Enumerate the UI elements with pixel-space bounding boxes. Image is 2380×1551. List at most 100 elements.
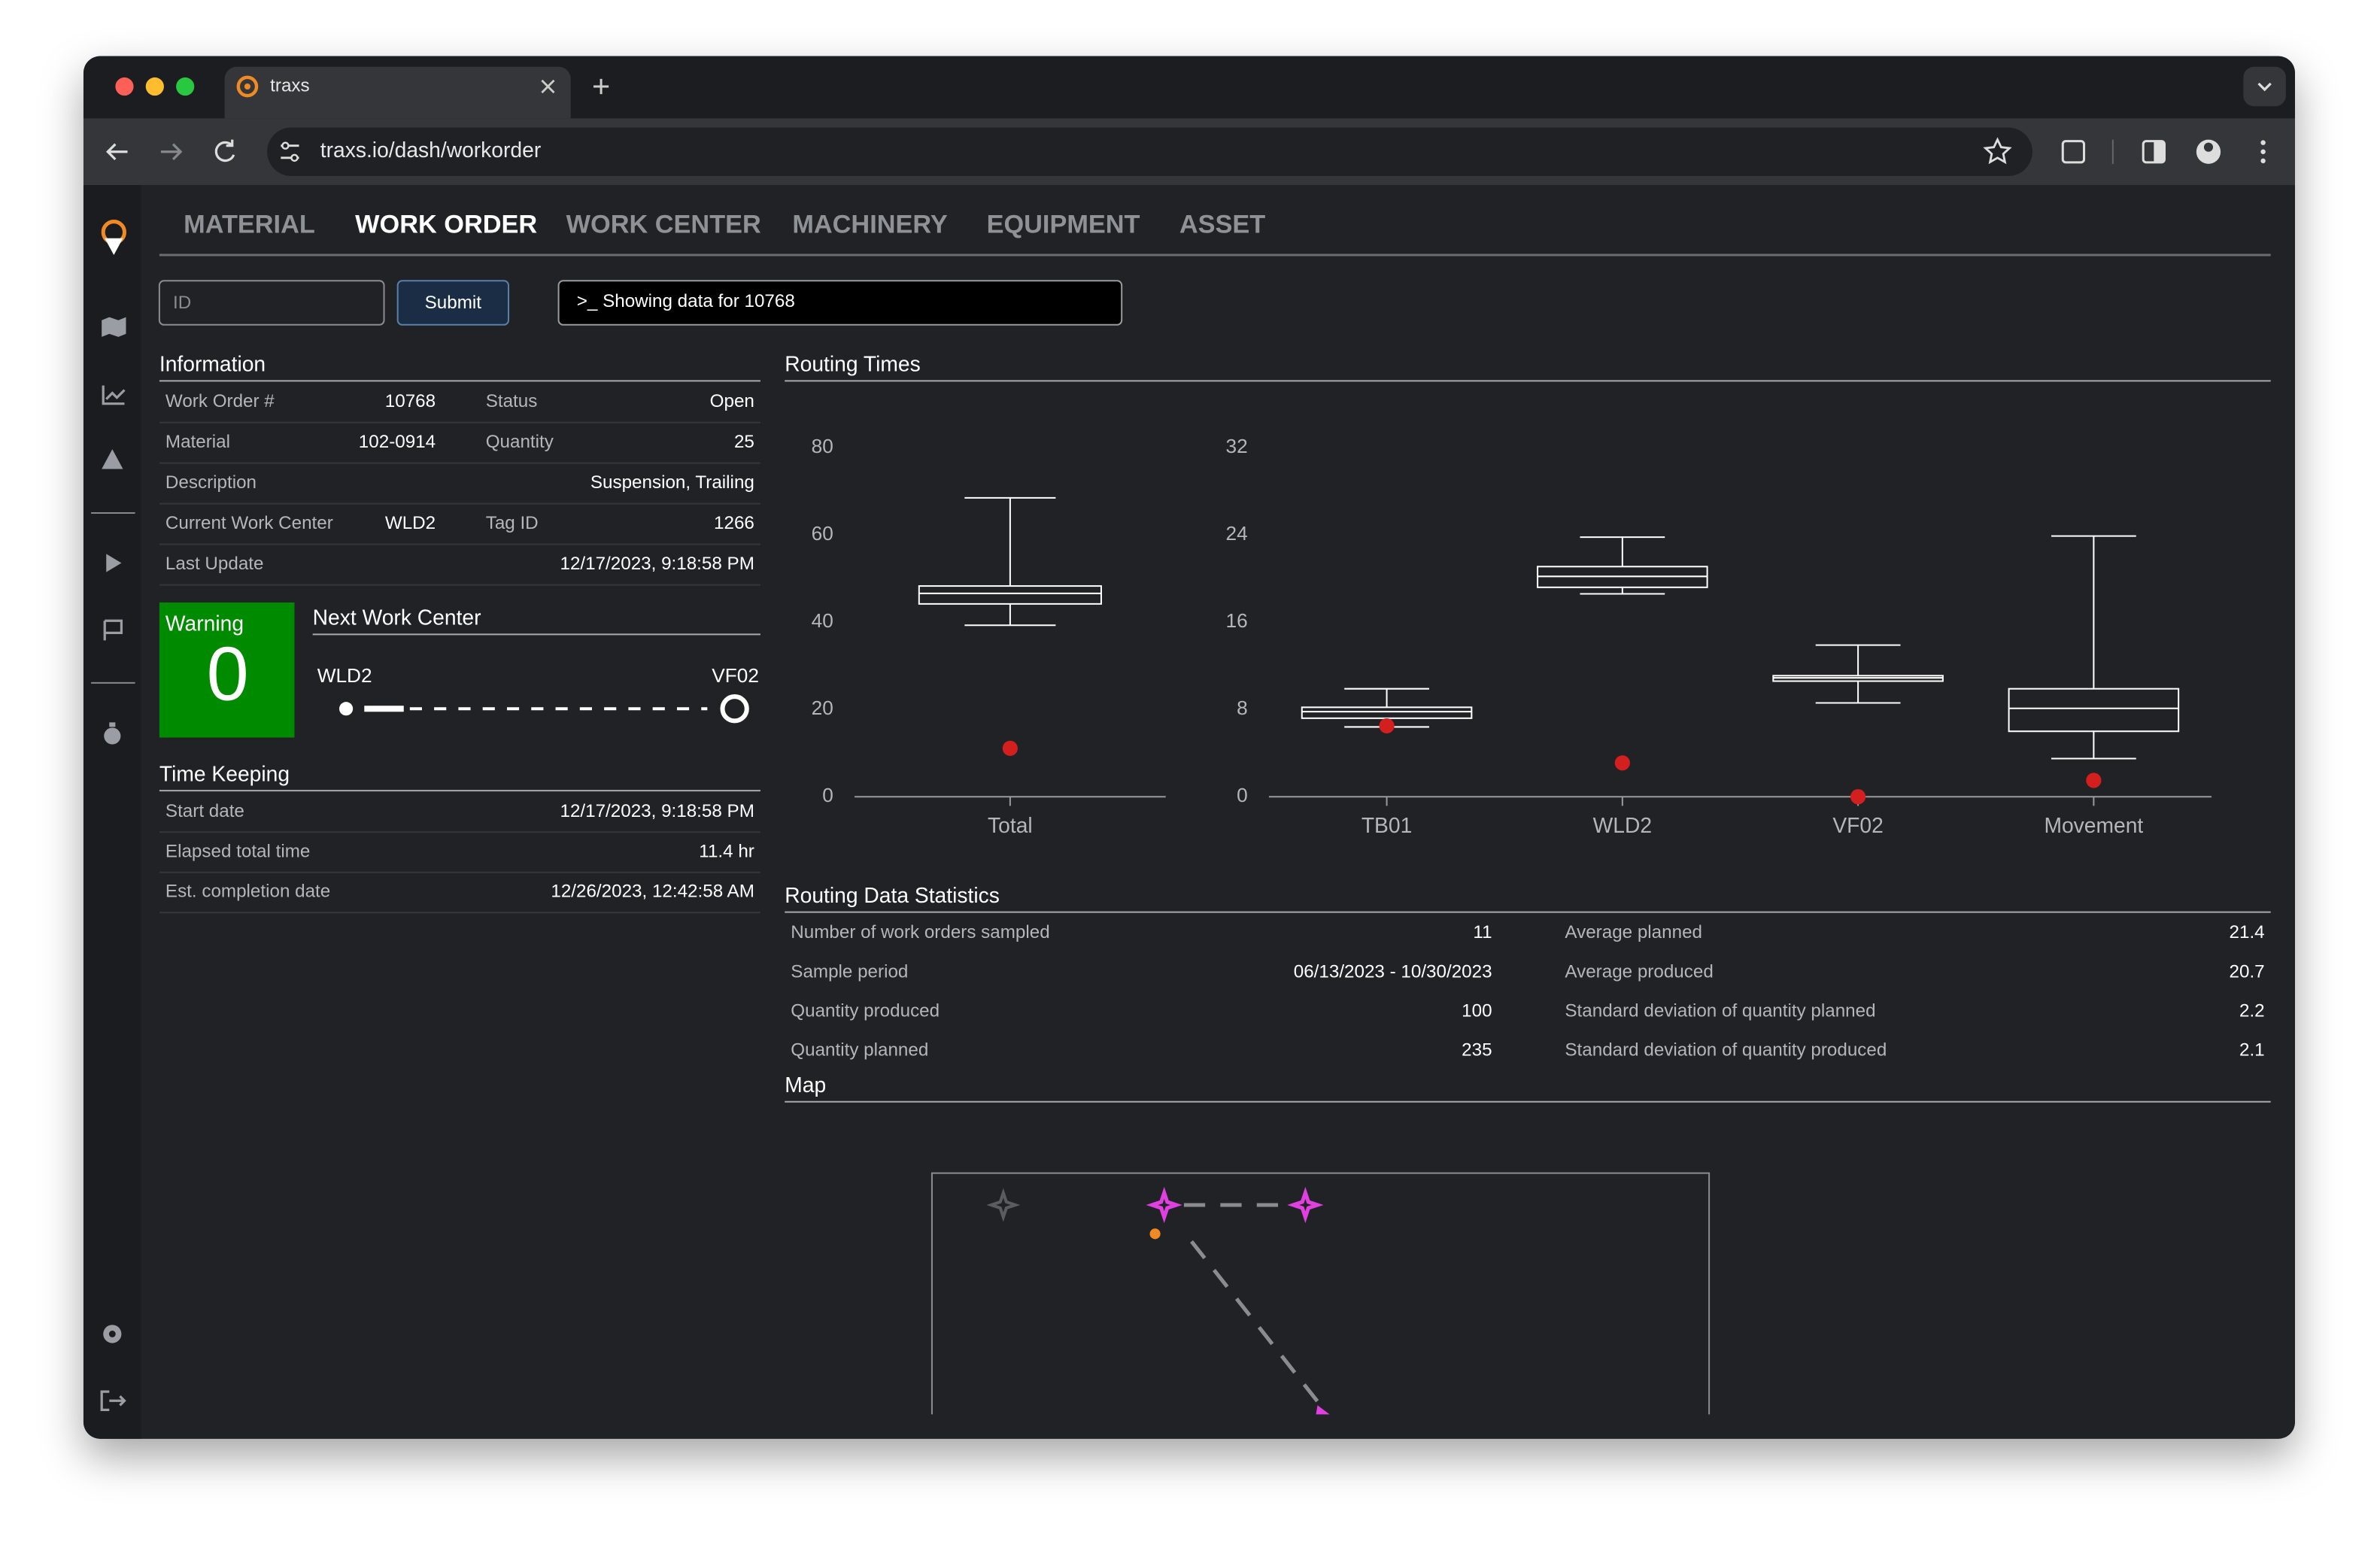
y-tick-label: 40 xyxy=(812,609,833,632)
info-label: Tag ID xyxy=(486,513,539,533)
favicon xyxy=(236,75,259,98)
category-label: WLD2 xyxy=(1593,813,1652,837)
info-value: 10768 xyxy=(385,391,436,411)
from-center: WLD2 xyxy=(317,664,372,687)
close-tab[interactable] xyxy=(541,79,555,94)
new-tab[interactable] xyxy=(593,78,609,95)
back-button[interactable] xyxy=(105,143,128,160)
section-title: Map xyxy=(785,1073,826,1097)
app-content xyxy=(83,185,2295,1439)
sidebar xyxy=(83,185,141,1439)
tab-strip xyxy=(83,56,2295,119)
menu-button[interactable] xyxy=(2260,158,2266,164)
run-nav[interactable] xyxy=(106,554,122,572)
profile-icon xyxy=(2203,142,2214,152)
section-title: Time Keeping xyxy=(159,761,290,785)
map-node xyxy=(1287,1186,1324,1224)
stat-value: 2.1 xyxy=(2239,1040,2265,1060)
nav-tab[interactable]: EQUIPMENT xyxy=(987,211,1140,239)
nav-tab[interactable]: WORK ORDER xyxy=(355,211,537,239)
close-window[interactable] xyxy=(115,77,134,96)
box xyxy=(2008,687,2180,733)
app-logo-pin xyxy=(105,238,123,255)
section-title: Routing Data Statistics xyxy=(785,883,1000,907)
tab-title: traxs xyxy=(270,75,309,96)
stat-value: 2.2 xyxy=(2239,1000,2265,1021)
console-text: >_ Showing data for 10768 xyxy=(577,291,795,311)
menu-button[interactable] xyxy=(2260,140,2266,145)
category-label: Total xyxy=(988,813,1033,837)
id-input[interactable] xyxy=(158,280,385,326)
id-placeholder: ID xyxy=(173,293,191,313)
sidebar-icons xyxy=(91,220,135,1411)
extensions-button[interactable] xyxy=(2061,140,2086,164)
url[interactable]: traxs.io/dash/workorder xyxy=(320,138,541,162)
timer-nav[interactable] xyxy=(104,727,121,745)
maximize-window[interactable] xyxy=(176,77,195,96)
timer-nav-top xyxy=(109,722,116,727)
box xyxy=(1301,706,1473,719)
alerts-nav[interactable] xyxy=(102,449,123,469)
map-frame xyxy=(930,1172,1711,1415)
site-info-dot xyxy=(281,141,290,150)
analytics-nav[interactable] xyxy=(102,385,126,405)
time-value: 12/26/2023, 12:42:58 AM xyxy=(551,882,754,902)
stat-label: Average planned xyxy=(1565,922,1702,942)
category-label: VF02 xyxy=(1832,813,1883,837)
tab-search-icon xyxy=(2257,82,2272,92)
info-value: Open xyxy=(710,391,754,411)
y-tick-label: 60 xyxy=(812,522,833,545)
map-position xyxy=(1149,1228,1161,1240)
bookmark-button[interactable] xyxy=(1983,137,2012,165)
y-tick-label: 32 xyxy=(1226,435,1248,457)
time-value: 12/17/2023, 9:18:58 PM xyxy=(560,801,754,821)
progress-start xyxy=(338,702,354,716)
stat-label: Quantity planned xyxy=(791,1040,928,1060)
stat-label: Standard deviation of quantity produced xyxy=(1565,1040,1887,1060)
nav-tab[interactable]: MATERIAL xyxy=(184,211,315,239)
actual-point xyxy=(1379,718,1395,734)
stat-value: 20.7 xyxy=(2230,961,2265,982)
info-label: Quantity xyxy=(486,432,554,452)
info-value: 102-0914 xyxy=(359,432,436,452)
logout-nav[interactable] xyxy=(100,1390,126,1411)
reload-button[interactable] xyxy=(214,139,235,162)
map-node xyxy=(1146,1186,1182,1224)
side-panel-icon xyxy=(2154,141,2165,162)
tab-search[interactable] xyxy=(2243,66,2286,107)
menu-button[interactable] xyxy=(2260,149,2266,154)
favicon-dot xyxy=(244,83,250,90)
stat-value: 06/13/2023 - 10/30/2023 xyxy=(1294,961,1492,982)
to-center: VF02 xyxy=(712,664,759,687)
warning-label: Warning xyxy=(165,612,244,636)
info-label: Status xyxy=(486,391,538,411)
y-tick-label: 16 xyxy=(1226,609,1248,632)
submit-button[interactable] xyxy=(396,280,509,326)
info-value: 1266 xyxy=(714,513,754,533)
minimize-window[interactable] xyxy=(145,77,164,96)
settings-nav-hole xyxy=(108,1331,116,1337)
info-value: Suspension, Trailing xyxy=(590,472,754,493)
progress-end xyxy=(720,694,749,724)
y-tick-label: 80 xyxy=(812,435,833,457)
stat-label: Standard deviation of quantity planned xyxy=(1565,1000,1875,1021)
category-label: TB01 xyxy=(1362,813,1412,837)
info-value: 25 xyxy=(734,432,754,452)
nav-tab[interactable]: ASSET xyxy=(1179,211,1265,239)
active-tab[interactable] xyxy=(224,66,571,119)
address-bar[interactable] xyxy=(267,127,2032,177)
y-tick-label: 24 xyxy=(1226,522,1248,545)
stat-value: 235 xyxy=(1462,1040,1492,1060)
site-info-dot xyxy=(290,153,299,162)
info-label: Last Update xyxy=(165,554,264,574)
forward-button[interactable] xyxy=(160,143,183,160)
nav-tab[interactable]: MACHINERY xyxy=(792,211,948,239)
nav-tab[interactable]: WORK CENTER xyxy=(566,211,761,239)
flag-nav[interactable] xyxy=(103,619,123,641)
map-nav[interactable] xyxy=(102,317,126,337)
stat-label: Average produced xyxy=(1565,961,1713,982)
y-tick-label: 8 xyxy=(1237,697,1248,719)
info-label: Current Work Center xyxy=(165,513,333,533)
y-tick-label: 20 xyxy=(812,697,833,719)
